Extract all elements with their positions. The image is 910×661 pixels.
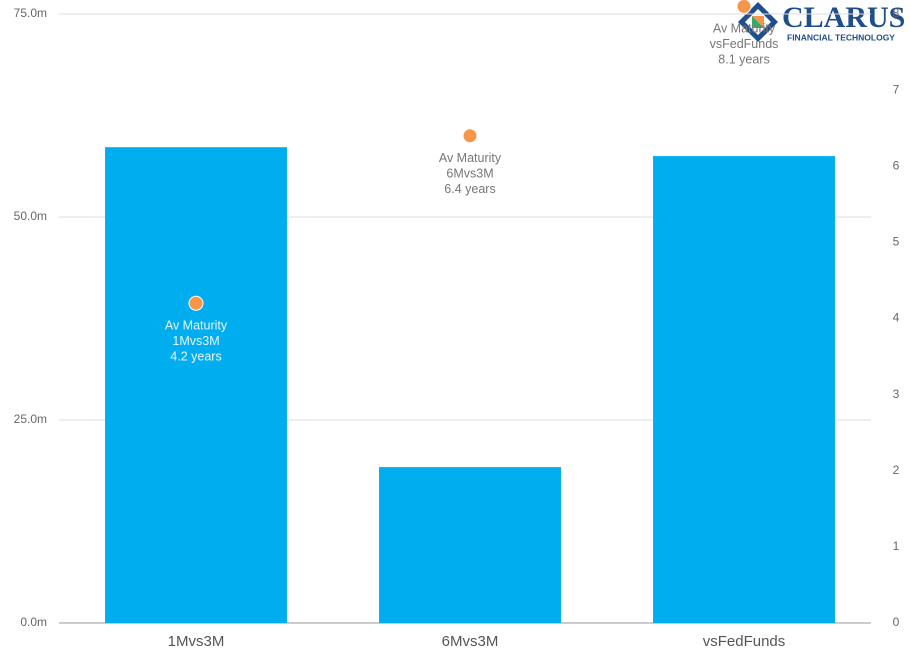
x-tick-label: 6Mvs3M bbox=[442, 633, 499, 650]
y2-tick-label: 6 bbox=[893, 158, 900, 172]
y2-tick-label: 7 bbox=[893, 82, 900, 96]
annotation: Av Maturity bbox=[165, 319, 228, 333]
y2-tick-label: 1 bbox=[893, 539, 900, 553]
y-tick-label: 75.0m bbox=[14, 6, 47, 20]
marker bbox=[736, 0, 752, 14]
y-tick-label: 50.0m bbox=[14, 209, 47, 223]
annotation: vsFedFunds bbox=[710, 37, 779, 51]
y2-tick-label: 5 bbox=[893, 235, 900, 249]
bar bbox=[105, 147, 287, 623]
y2-tick-label: 4 bbox=[893, 311, 900, 325]
logo: CLARUS FINANCIAL TECHNOLOGY bbox=[738, 1, 905, 42]
x-tick-label: 1Mvs3M bbox=[168, 633, 225, 650]
y2-tick-label: 3 bbox=[893, 387, 900, 401]
x-tick-label: vsFedFunds bbox=[703, 633, 786, 650]
y2-tick-label: 2 bbox=[893, 463, 900, 477]
bar bbox=[653, 156, 835, 623]
value-label: 4.2 years bbox=[170, 350, 221, 364]
y2-tick-label: 8 bbox=[893, 6, 900, 20]
logo-name: CLARUS bbox=[782, 1, 905, 34]
annotation: 1Mvs3M bbox=[172, 334, 219, 348]
value-label: 8.1 years bbox=[718, 53, 769, 67]
annotation: Av Maturity bbox=[713, 22, 776, 36]
logo-tagline: FINANCIAL TECHNOLOGY bbox=[787, 32, 895, 42]
value-label: 6.4 years bbox=[444, 182, 495, 196]
marker bbox=[462, 128, 478, 144]
bar bbox=[379, 467, 561, 623]
logo-icon bbox=[752, 16, 764, 28]
annotation: Av Maturity bbox=[439, 151, 502, 165]
annotation: 6Mvs3M bbox=[446, 167, 493, 181]
marker bbox=[188, 295, 204, 311]
y-tick-label: 0.0m bbox=[20, 615, 47, 629]
y2-tick-label: 0 bbox=[893, 615, 900, 629]
y-tick-label: 25.0m bbox=[14, 412, 47, 426]
